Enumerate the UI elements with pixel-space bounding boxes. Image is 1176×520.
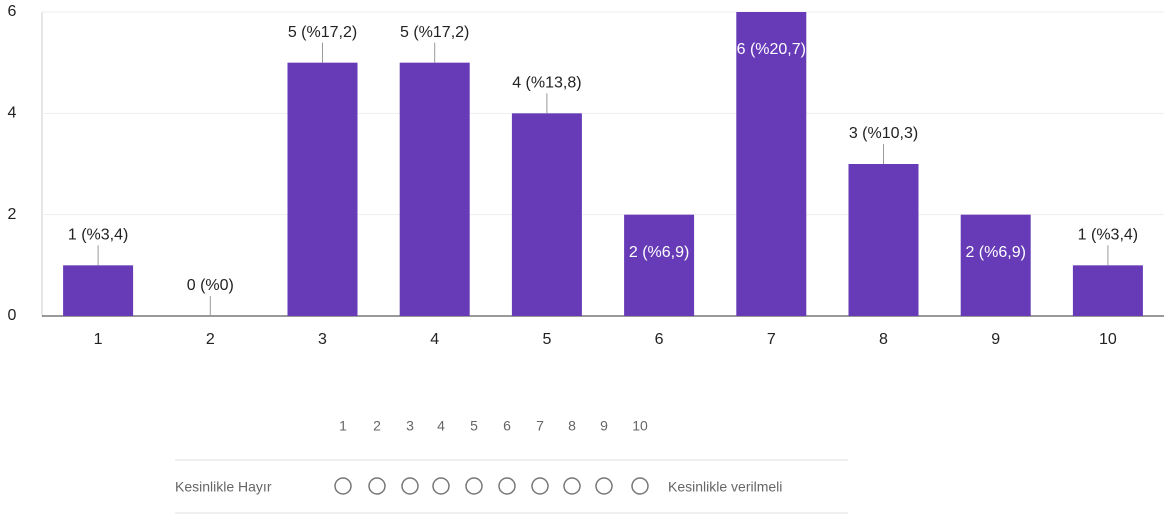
radio (432, 477, 450, 495)
radio (595, 477, 613, 495)
scale-number: 8 (568, 418, 576, 434)
radio (401, 477, 419, 495)
scale-number: 6 (503, 418, 511, 434)
scale-number: 7 (536, 418, 544, 434)
radio (563, 477, 581, 495)
x-tick-label: 7 (767, 331, 776, 348)
data-label: 5 (%17,2) (400, 24, 469, 41)
x-tick-label: 10 (1099, 331, 1117, 348)
radio (465, 477, 483, 495)
scale-number: 9 (600, 418, 608, 434)
x-tick-label: 9 (991, 331, 1000, 348)
data-label: 2 (%6,9) (965, 244, 1025, 261)
radio (334, 477, 352, 495)
bar (960, 214, 1031, 316)
x-tick-label: 2 (206, 331, 215, 348)
radio (631, 477, 649, 495)
bar (624, 214, 695, 316)
low-label: Kesinlikle Hayır (175, 479, 272, 495)
x-tick-label: 4 (430, 331, 439, 348)
data-label: 6 (%20,7) (737, 41, 806, 58)
data-label: 5 (%17,2) (288, 24, 357, 41)
radio (368, 477, 386, 495)
data-label: 1 (%3,4) (1078, 227, 1138, 244)
x-tick-label: 8 (879, 331, 888, 348)
y-tick-label: 2 (8, 206, 17, 223)
bar (511, 113, 582, 316)
scale-number: 10 (632, 418, 648, 434)
bar (63, 265, 134, 316)
bar (1072, 265, 1143, 316)
y-tick-label: 6 (8, 3, 17, 20)
bar (848, 164, 919, 316)
y-tick-label: 4 (8, 105, 17, 122)
scale-number: 5 (470, 418, 478, 434)
x-tick-label: 5 (542, 331, 551, 348)
bar (399, 62, 470, 316)
data-label: 3 (%10,3) (849, 125, 918, 142)
data-label: 1 (%3,4) (68, 227, 128, 244)
x-tick-label: 1 (94, 331, 103, 348)
scale-number: 1 (339, 418, 347, 434)
high-label: Kesinlikle verilmeli (668, 479, 782, 495)
bar (287, 62, 358, 316)
scale-number: 3 (406, 418, 414, 434)
bar (736, 12, 807, 316)
scale-number: 4 (437, 418, 445, 434)
radio (498, 477, 516, 495)
scale-number: 2 (373, 418, 381, 434)
y-tick-label: 0 (8, 307, 17, 324)
x-tick-label: 3 (318, 331, 327, 348)
data-label: 2 (%6,9) (629, 244, 689, 261)
data-label: 0 (%0) (187, 277, 234, 294)
data-label: 4 (%13,8) (512, 75, 581, 92)
x-tick-label: 6 (655, 331, 664, 348)
radio (531, 477, 549, 495)
